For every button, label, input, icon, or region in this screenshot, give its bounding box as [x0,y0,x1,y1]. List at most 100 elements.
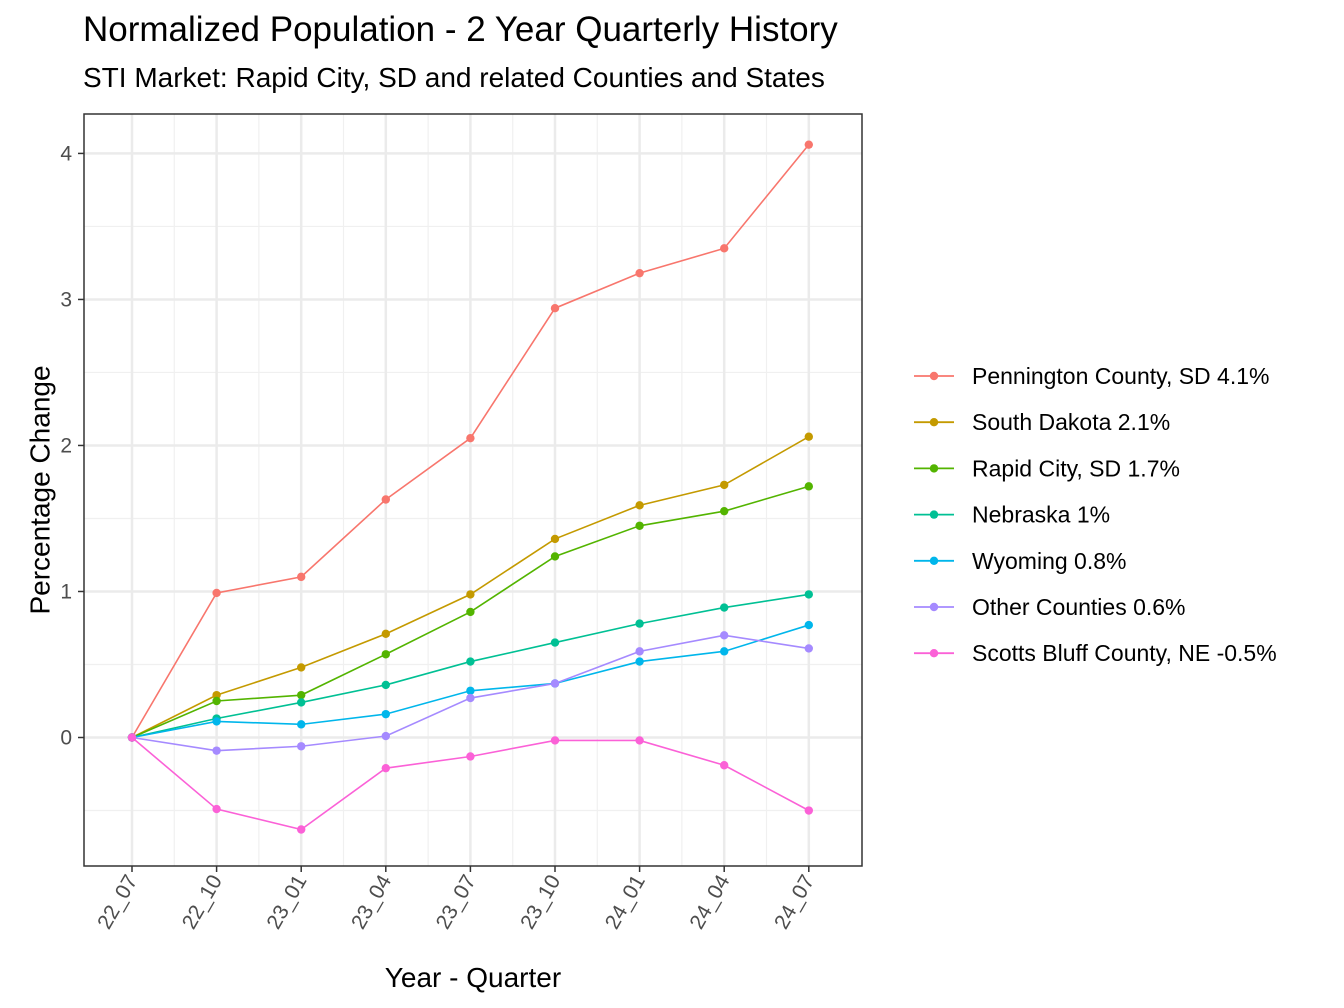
data-point [720,647,729,656]
legend-item: Rapid City, SD 1.7% [914,455,1180,481]
y-tick-label: 2 [60,434,72,457]
series-0 [127,140,813,742]
x-tick-label: 23_10 [516,871,565,933]
legend-label: Other Counties 0.6% [972,594,1186,620]
legend-item: Scotts Bluff County, NE -0.5% [914,640,1277,666]
data-point [804,590,813,599]
x-tick-label: 22_07 [93,871,142,933]
data-point [720,506,729,516]
data-point [212,690,221,700]
data-point [804,806,813,815]
data-point [381,709,390,719]
legend-label: Nebraska 1% [972,502,1110,528]
data-point [804,644,813,653]
data-point [212,804,221,814]
legend-item: Wyoming 0.8% [914,548,1126,574]
x-tick-label: 24_01 [601,871,650,933]
legend-item: Pennington County, SD 4.1% [914,363,1269,389]
data-point [635,501,644,510]
legend-key-point [929,418,939,427]
data-point [635,619,644,628]
data-point [297,663,306,672]
x-axis-title: Year - Quarter [385,962,561,993]
data-point [720,761,729,770]
x-tick-label: 24_07 [770,871,819,933]
data-point [212,588,221,598]
data-point [635,657,644,666]
series-6 [127,733,813,834]
legend-item: South Dakota 2.1% [914,409,1170,435]
legend-key-point [929,510,939,519]
data-point [466,657,475,666]
legend-key-point [929,556,939,565]
data-point [720,244,729,253]
data-point [297,698,306,707]
legend-label: Scotts Bluff County, NE -0.5% [972,640,1277,666]
data-point [212,696,221,706]
x-tick-label: 23_07 [432,871,481,933]
data-point [635,647,644,656]
data-point [466,607,475,617]
y-tick-label: 1 [60,580,72,603]
chart-title: Normalized Population - 2 Year Quarterly… [83,10,838,49]
data-point [804,140,813,149]
legend: Pennington County, SD 4.1% South Dakota 2… [914,363,1277,666]
legend-label: Pennington County, SD 4.1% [972,363,1269,389]
data-point [466,693,475,703]
series-2 [127,482,813,742]
legend-label: Wyoming 0.8% [972,548,1126,574]
y-tick-label: 0 [60,727,72,750]
data-point [550,552,560,561]
x-tick-label: 24_04 [685,871,734,933]
chart-subtitle: STI Market: Rapid City, SD and related C… [83,62,825,93]
data-point [635,521,644,530]
y-axis-title: Percentage Change [24,365,55,614]
y-tick-label: 4 [60,142,72,165]
data-point [297,720,306,729]
data-point [212,746,221,755]
data-point [550,638,560,647]
legend-item: Nebraska 1% [914,502,1110,528]
data-point [550,304,560,313]
data-point [804,432,813,441]
data-point [212,717,221,726]
data-point [720,480,729,490]
legend-label: Rapid City, SD 1.7% [972,455,1180,481]
data-point [381,495,390,504]
legend-key-point [929,464,939,473]
y-tick-label: 3 [60,288,72,311]
series-5 [127,631,813,755]
data-point [297,825,306,834]
data-point [466,433,475,443]
data-point [381,650,390,659]
legend-item: Other Counties 0.6% [914,594,1186,620]
data-point [381,680,390,690]
x-tick-label: 22_10 [178,871,227,933]
data-point [297,690,306,700]
data-point [635,268,644,278]
legend-key-point [929,602,939,612]
data-point [804,482,813,491]
data-point [804,620,813,630]
data-point [550,534,560,544]
data-point [297,572,306,582]
data-point [381,763,390,773]
legend-key-point [929,371,939,381]
legend-label: South Dakota 2.1% [972,409,1170,435]
data-point [297,742,306,751]
x-tick-label: 23_01 [262,871,311,933]
data-point [466,590,475,599]
data-point [720,603,729,612]
data-point [466,686,475,695]
data-point [550,679,560,688]
data-point [381,731,390,741]
data-point [381,629,390,639]
data-point [127,733,137,742]
data-point [550,736,560,745]
data-point [720,631,729,640]
series-layer [127,140,813,834]
data-point [466,752,475,761]
x-tick-label: 23_04 [347,871,396,933]
plot-panel-border [83,113,863,867]
